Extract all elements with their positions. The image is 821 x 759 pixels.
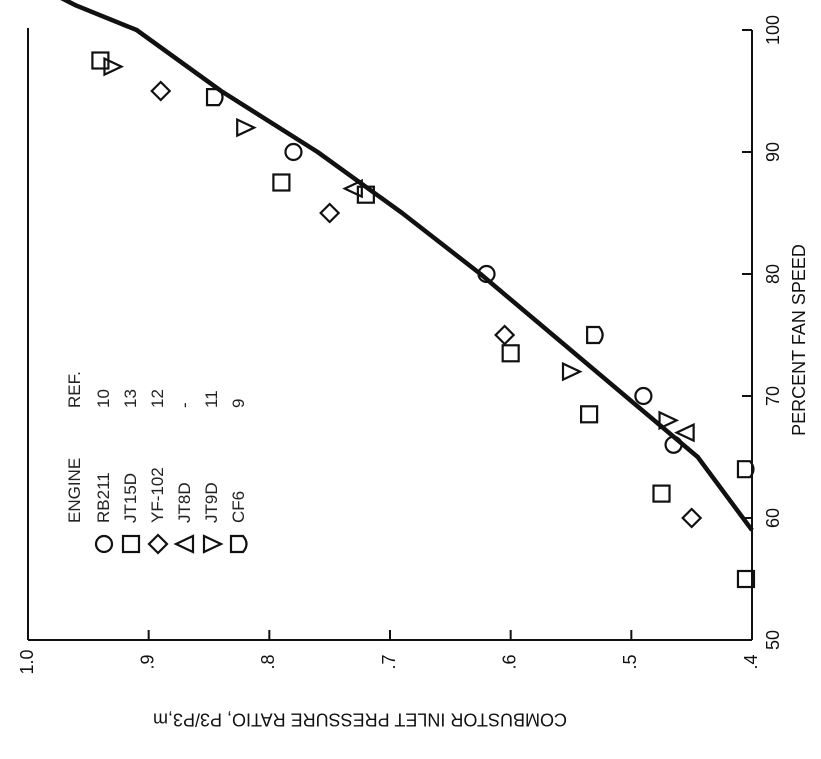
legend-ref-number: 12 bbox=[147, 389, 167, 408]
legend-header-ref: REF. bbox=[65, 371, 84, 408]
legend-marker-inverted-triangle bbox=[200, 523, 224, 565]
x-tick-label: 90 bbox=[763, 142, 783, 162]
legend-marker-shape bbox=[146, 533, 169, 555]
legend-marker-triangle bbox=[172, 523, 197, 565]
data-point-inverted-triangle bbox=[236, 117, 257, 138]
legend-ref-number: 13 bbox=[120, 389, 140, 408]
legend-marker-diamond bbox=[146, 523, 170, 565]
data-point-flagged-square bbox=[736, 460, 755, 479]
legend-entry: JT15D 13 bbox=[117, 290, 144, 565]
legend-header-engine: ENGINE bbox=[65, 457, 84, 523]
data-point-inverted-triangle bbox=[561, 361, 583, 382]
legend-ref-number: 10 bbox=[93, 389, 113, 408]
y-tick-label: .7 bbox=[379, 654, 399, 669]
data-point-circle bbox=[634, 386, 653, 406]
y-tick-label: .4 bbox=[741, 654, 761, 669]
y-axis-title: COMBUSTOR INLET PRESSURE RATIO, P3/P3,m bbox=[153, 709, 567, 729]
legend-marker-flagged-square bbox=[227, 523, 251, 565]
legend-ref-number: 11 bbox=[201, 390, 221, 408]
data-point-diamond bbox=[150, 80, 172, 102]
data-point-square bbox=[652, 484, 671, 503]
x-tick-label: 70 bbox=[763, 386, 783, 406]
y-tick-label: .5 bbox=[620, 654, 640, 669]
x-tick-label: 100 bbox=[763, 15, 783, 45]
x-tick-label: 50 bbox=[763, 630, 783, 650]
fit-curve-layer bbox=[60, 0, 754, 532]
y-tick-label: 1.0 bbox=[17, 649, 37, 674]
legend-marker-circle bbox=[92, 523, 116, 565]
data-point-square bbox=[736, 569, 756, 589]
legend-entry: JT9D 11 bbox=[198, 290, 225, 565]
axes bbox=[27, 28, 753, 641]
data-point-flagged-square bbox=[205, 88, 224, 107]
legend-header: ENGINE REF. bbox=[60, 290, 90, 565]
legend-marker-shape bbox=[172, 534, 194, 554]
legend-entry: YF-102 12 bbox=[144, 290, 171, 565]
x-tick-label: 80 bbox=[763, 264, 783, 284]
tick-labels-layer: 1.0 .9 .8 .7 .6 .5 .450 60 70 80 90 100 PERCENT FAN … bbox=[17, 15, 809, 729]
data-point-circle bbox=[664, 435, 683, 454]
data-point-flagged-square bbox=[586, 325, 604, 345]
data-point-square bbox=[272, 173, 291, 192]
data-point-inverted-triangle bbox=[658, 410, 680, 431]
legend-engine-name: JT9D bbox=[201, 482, 221, 523]
legend-entry: CF6 9 bbox=[225, 290, 252, 565]
legend-ref-number: - bbox=[174, 402, 194, 408]
legend-marker-shape bbox=[121, 534, 140, 554]
legend-engine-name: JT15D bbox=[120, 472, 140, 523]
y-tick-label: .9 bbox=[137, 654, 157, 669]
data-point-circle bbox=[477, 264, 496, 284]
legend-engine-name: CF6 bbox=[228, 490, 248, 523]
data-point-diamond bbox=[681, 507, 703, 529]
legend-entry: JT8D - bbox=[171, 290, 198, 565]
legend-marker-shape bbox=[202, 534, 224, 554]
data-point-diamond bbox=[494, 324, 516, 346]
legend-engine-name: JT8D bbox=[174, 482, 194, 523]
legend-engine-name: YF-102 bbox=[147, 467, 167, 523]
data-point-square bbox=[579, 405, 599, 424]
data-point-triangle bbox=[342, 178, 363, 199]
data-points-layer bbox=[91, 51, 756, 589]
data-point-inverted-triangle bbox=[103, 56, 125, 77]
legend-engine-name: RB211 bbox=[93, 472, 113, 523]
legend-ref-number: 9 bbox=[228, 398, 248, 408]
legend-marker-shape bbox=[229, 534, 248, 554]
y-tick-label: .6 bbox=[499, 654, 519, 669]
x-tick-label: 60 bbox=[763, 508, 783, 528]
legend-marker-shape bbox=[94, 534, 113, 554]
y-tick-label: .8 bbox=[258, 654, 278, 669]
data-point-circle bbox=[284, 142, 303, 162]
legend-entry: RB211 10 bbox=[90, 290, 117, 565]
data-point-square bbox=[501, 344, 520, 363]
x-axis-title: PERCENT FAN SPEED bbox=[789, 244, 809, 436]
legend: ENGINE REF. RB211 10 JT15D 13 YF-102 12 JT8D - J… bbox=[60, 290, 248, 565]
data-point-diamond bbox=[319, 202, 341, 224]
data-point-triangle bbox=[674, 422, 695, 443]
legend-marker-square bbox=[119, 523, 143, 565]
fit-curve bbox=[60, 0, 754, 532]
